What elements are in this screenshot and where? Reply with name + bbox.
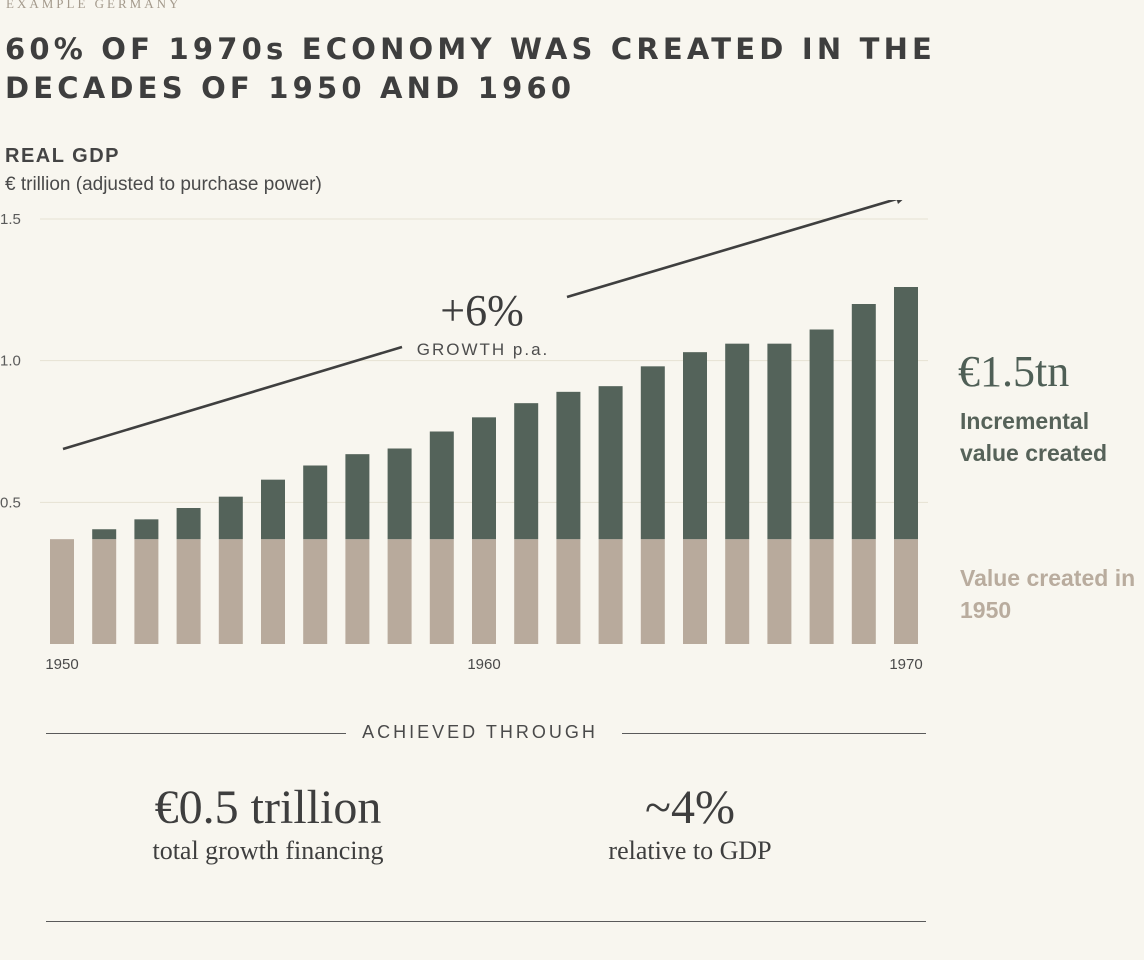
bar-base-1968 [809,539,834,644]
incremental-label: Incremental value created [960,408,1108,466]
bar-incremental-1969 [851,304,876,540]
growth-rate-label: GROWTH p.a. [416,340,550,359]
ratio-value: ~4% [645,781,735,834]
base-value-label: Value created in 1950 [960,565,1136,623]
x-tick-label: 1970 [889,656,922,673]
bar-base-1950 [50,539,74,644]
bar-incremental-1964 [640,366,665,540]
bar-base-1965 [683,539,707,644]
bar-base-1964 [640,539,665,644]
bar-incremental-1957 [345,454,370,540]
bar-incremental-1953 [176,508,201,540]
bar-incremental-1960 [472,417,496,540]
bar-base-1960 [472,539,496,644]
divider-left [46,733,346,734]
growth-rate-value: +6% [440,286,524,335]
bar-incremental-1963 [598,386,623,540]
bar-base-1953 [176,539,201,644]
headline: 60% OF 1970s ECONOMY WAS CREATED IN THE … [5,32,937,105]
gdp-bar-chart: 0.5 1.0 1.5 1950 1960 1970 [0,200,928,673]
y-tick-label: 1.0 [0,353,21,370]
bar-incremental-1970 [894,287,918,540]
bar-incremental-1961 [514,403,539,540]
bar-incremental-1959 [429,431,454,540]
x-tick-label: 1950 [45,656,78,673]
bar-incremental-1954 [218,496,243,540]
divider-right [622,733,926,734]
bar-incremental-1952 [134,519,159,540]
bar-base-1955 [261,539,285,644]
bar-base-1967 [767,539,792,644]
bar-base-1954 [218,539,243,644]
x-tick-label: 1960 [467,656,500,673]
growth-arrow-line [566,200,898,299]
incremental-value: €1.5tn [958,347,1070,396]
bar-base-1957 [345,539,370,644]
bar-incremental-1966 [725,343,750,540]
financing-label: total growth financing [152,836,384,865]
bar-base-1951 [92,539,117,644]
bar-base-1956 [303,539,328,644]
bar-base-1961 [514,539,539,644]
growth-arrow-line [62,345,403,451]
bar-base-1963 [598,539,623,644]
bar-incremental-1955 [261,479,285,540]
bar-incremental-1967 [767,343,792,540]
section-label: ACHIEVED THROUGH [362,722,598,742]
bar-incremental-1965 [683,352,707,540]
footer-divider [46,921,926,922]
bar-incremental-1962 [556,391,581,540]
y-tick-label: 0.5 [0,494,21,511]
bar-base-1959 [429,539,454,644]
growth-arrow-head [896,200,903,204]
bar-incremental-1956 [303,465,328,540]
kicker: EXAMPLE GERMANY [6,0,182,11]
ratio-label: relative to GDP [608,836,772,865]
bar-base-1952 [134,539,159,644]
chart-title: REAL GDP [5,145,120,167]
bar-base-1962 [556,539,581,644]
financing-value: €0.5 trillion [154,781,382,834]
bar-incremental-1968 [809,329,834,540]
bar-incremental-1958 [387,448,412,540]
bar-incremental-1951 [92,529,117,540]
bar-base-1969 [851,539,876,644]
bar-base-1958 [387,539,412,644]
bar-base-1966 [725,539,750,644]
y-tick-label: 1.5 [0,211,21,228]
bar-base-1970 [894,539,918,644]
chart-unit-label: € trillion (adjusted to purchase power) [5,174,322,195]
